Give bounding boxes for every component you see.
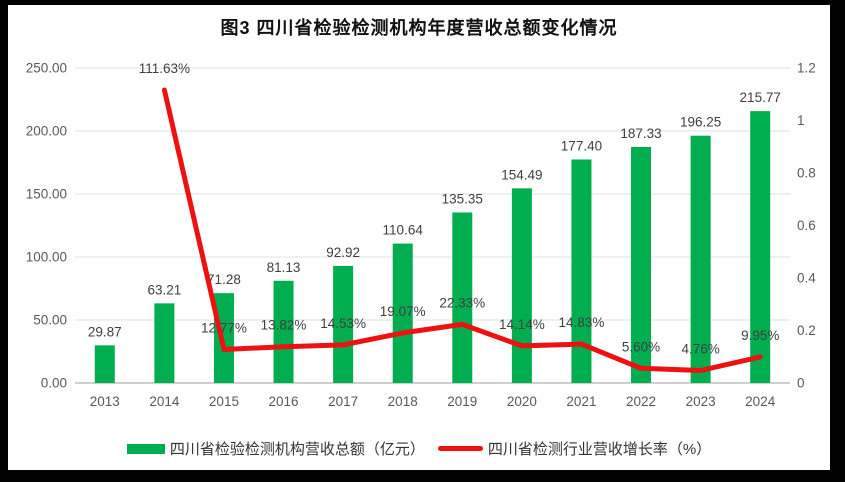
x-axis-label: 2024 bbox=[745, 394, 776, 409]
left-axis-tick-label: 200.00 bbox=[26, 124, 67, 139]
x-axis-label: 2014 bbox=[149, 394, 180, 409]
right-axis-tick-label: 0.8 bbox=[797, 166, 816, 181]
bar-value-label: 63.21 bbox=[147, 282, 181, 297]
chart-legend: 四川省检验检测机构营收总额（亿元） 四川省检测行业营收增长率（%） bbox=[8, 438, 830, 459]
bar-value-label: 81.13 bbox=[267, 260, 301, 275]
bar-value-label: 29.87 bbox=[88, 324, 122, 339]
legend-label-revenue: 四川省检验检测机构营收总额（亿元） bbox=[169, 441, 425, 458]
bar-value-label: 187.33 bbox=[620, 126, 661, 141]
revenue-bar bbox=[571, 159, 592, 383]
x-axis-label: 2013 bbox=[90, 394, 120, 409]
x-axis-label: 2023 bbox=[686, 394, 716, 409]
right-axis-tick-label: 1.2 bbox=[797, 61, 816, 76]
bar-value-label: 92.92 bbox=[326, 245, 360, 260]
growth-value-label: 5.60% bbox=[622, 339, 660, 354]
bar-value-label: 215.77 bbox=[740, 90, 781, 105]
growth-value-label: 19.07% bbox=[380, 304, 426, 319]
revenue-bar bbox=[94, 345, 115, 383]
growth-line bbox=[161, 87, 763, 373]
left-axis-tick-label: 0.00 bbox=[41, 376, 67, 391]
revenue-bar bbox=[452, 212, 473, 383]
bar-value-label: 135.35 bbox=[442, 191, 483, 206]
right-axis-tick-label: 0.2 bbox=[797, 323, 816, 338]
x-axis-label: 2019 bbox=[447, 394, 477, 409]
growth-value-label: 22.33% bbox=[439, 295, 485, 310]
growth-value-label: 12.77% bbox=[201, 320, 247, 335]
x-axis-label: 2021 bbox=[566, 394, 596, 409]
bar-series-swatch-icon bbox=[126, 443, 165, 454]
legend-item-growth: 四川省检测行业营收增长率（%） bbox=[437, 438, 712, 459]
bar-value-label: 177.40 bbox=[561, 138, 602, 153]
chart-plot: 0.00 50.00 100.00 150.00 200.00 250.00 0 0.2 0.4… bbox=[26, 61, 817, 410]
x-axis-label: 2018 bbox=[388, 394, 418, 409]
chart-surface: 0.00 50.00 100.00 150.00 200.00 250.00 0 0.2 0.4… bbox=[8, 5, 830, 470]
bar-value-label: 196.25 bbox=[680, 115, 721, 130]
bar-value-label: 154.49 bbox=[501, 167, 542, 182]
x-axis-label: 2016 bbox=[269, 394, 299, 409]
left-axis-tick-label: 150.00 bbox=[26, 187, 67, 202]
growth-value-label: 13.82% bbox=[261, 318, 307, 333]
x-axis-label: 2020 bbox=[507, 394, 537, 409]
growth-value-label: 9.95% bbox=[741, 328, 779, 343]
growth-value-label: 14.53% bbox=[320, 316, 366, 331]
legend-label-growth: 四川省检测行业营收增长率（%） bbox=[487, 441, 712, 458]
revenue-bar bbox=[690, 135, 711, 383]
revenue-bar bbox=[511, 188, 532, 383]
revenue-bar bbox=[273, 280, 294, 383]
left-axis-tick-label: 50.00 bbox=[33, 313, 67, 328]
line-series-swatch-icon bbox=[437, 446, 483, 451]
revenue-bar bbox=[154, 303, 175, 383]
revenue-bar bbox=[392, 243, 413, 383]
right-axis-tick-label: 0.4 bbox=[797, 271, 816, 286]
growth-value-label: 14.14% bbox=[499, 317, 545, 332]
growth-value-label: 111.63% bbox=[139, 61, 190, 76]
chart-title: 图3 四川省检验检测机构年度营收总额变化情况 bbox=[220, 18, 618, 38]
right-axis-tick-label: 1 bbox=[797, 113, 805, 128]
bar-value-label: 71.28 bbox=[207, 272, 241, 287]
growth-value-label: 4.76% bbox=[681, 342, 719, 357]
x-axis-label: 2022 bbox=[626, 394, 656, 409]
growth-value-label: 14.83% bbox=[559, 315, 605, 330]
x-axis-label: 2015 bbox=[209, 394, 239, 409]
revenue-bar bbox=[213, 293, 234, 383]
left-axis-tick-label: 250.00 bbox=[26, 61, 67, 76]
x-axis-label: 2017 bbox=[328, 394, 358, 409]
right-axis-tick-label: 0.6 bbox=[797, 218, 816, 233]
bar-value-label: 110.64 bbox=[383, 223, 424, 238]
revenue-bar bbox=[750, 111, 771, 384]
revenue-bar bbox=[333, 265, 354, 383]
legend-item-revenue: 四川省检验检测机构营收总额（亿元） bbox=[126, 438, 425, 459]
revenue-bar bbox=[631, 146, 652, 383]
right-axis-tick-label: 0 bbox=[797, 376, 805, 391]
left-axis-tick-label: 100.00 bbox=[26, 250, 67, 265]
